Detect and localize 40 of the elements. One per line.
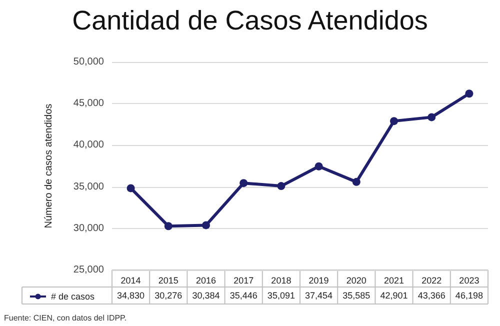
- point: [202, 221, 210, 230]
- y-tick-label: 35,000: [73, 181, 104, 192]
- data-label: 30,276: [154, 290, 182, 300]
- y-axis-title: Número de casos atendidos: [44, 104, 54, 228]
- data-label: 34,830: [117, 290, 145, 300]
- y-tick-label: 25,000: [73, 264, 104, 276]
- point: [240, 179, 248, 188]
- x-tick-label: 2023: [459, 276, 480, 286]
- source-note: Fuente: CIEN, con datos del IDPP.: [4, 314, 127, 322]
- point: [428, 113, 436, 122]
- x-tick-label: 2018: [271, 276, 292, 286]
- point: [352, 178, 360, 186]
- data-label: 37,454: [305, 290, 333, 300]
- legend-label: # de casos: [51, 292, 96, 302]
- y-tick-label: 30,000: [73, 222, 104, 234]
- x-tick-label: 2016: [196, 276, 216, 286]
- x-tick-label: 2020: [346, 276, 366, 286]
- data-label: 46,198: [455, 290, 483, 300]
- x-tick-label: 2017: [234, 276, 254, 286]
- point: [164, 222, 172, 230]
- x-tick-label: 2015: [158, 276, 178, 286]
- point: [314, 162, 323, 170]
- y-tick-label: 50,000: [73, 56, 104, 68]
- data-label: 35,091: [267, 290, 295, 300]
- x-tick-label: 2014: [120, 276, 141, 286]
- data-label: 30,384: [192, 290, 220, 300]
- point: [277, 182, 286, 190]
- x-tick-label: 2022: [422, 276, 442, 286]
- data-label: 42,901: [380, 290, 408, 300]
- x-tick-label: 2021: [384, 276, 404, 286]
- point: [126, 184, 135, 192]
- data-label: 35,446: [230, 290, 258, 300]
- x-tick-label: 2019: [308, 276, 329, 286]
- chart-title: Cantidad de Casos Atendidos: [72, 6, 428, 36]
- point: [465, 90, 474, 98]
- data-label: 35,585: [342, 290, 370, 300]
- data-label: 43,366: [418, 290, 446, 300]
- y-tick-label: 45,000: [73, 98, 104, 110]
- point: [390, 117, 398, 126]
- y-tick-label: 40,000: [73, 140, 104, 151]
